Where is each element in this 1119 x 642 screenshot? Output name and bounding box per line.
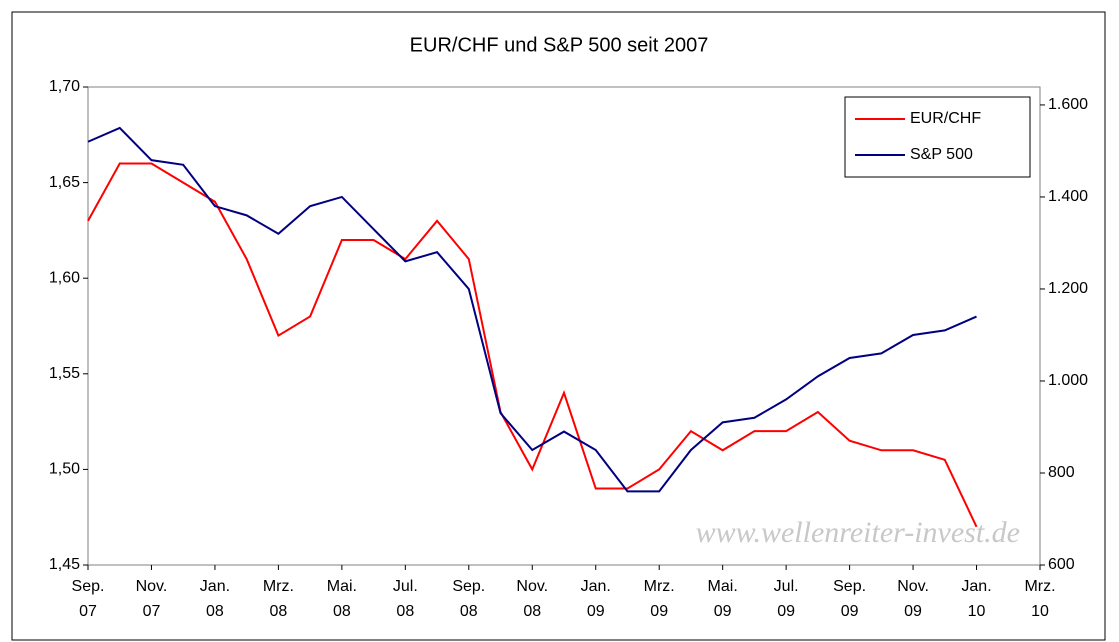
x-tick-label: 09	[777, 603, 795, 620]
y-tick-label: 1,50	[49, 461, 80, 478]
y2-tick-label: 1.000	[1048, 372, 1088, 389]
chart-title: EUR/CHF und S&P 500 seit 2007	[410, 34, 709, 56]
x-tick-label: 08	[396, 603, 414, 620]
x-tick-label: 09	[714, 603, 732, 620]
x-tick-label: Mrz.	[644, 578, 675, 595]
y-tick-label: 1,70	[49, 78, 80, 95]
x-tick-label: 08	[333, 603, 351, 620]
legend-label: S&P 500	[910, 146, 973, 163]
x-tick-label: Sep.	[833, 578, 866, 595]
watermark: www.wellenreiter-invest.de	[696, 516, 1020, 549]
x-tick-label: 09	[841, 603, 859, 620]
y2-tick-label: 1.200	[1048, 280, 1088, 297]
x-tick-label: Nov.	[897, 578, 929, 595]
x-tick-label: 08	[270, 603, 288, 620]
x-tick-label: 07	[79, 603, 97, 620]
y-tick-label: 1,55	[49, 365, 80, 382]
x-tick-label: Sep.	[72, 578, 105, 595]
x-tick-label: Mrz.	[1024, 578, 1055, 595]
x-tick-label: Jan.	[961, 578, 991, 595]
x-tick-label: Jul.	[774, 578, 799, 595]
x-tick-label: 09	[587, 603, 605, 620]
legend-label: EUR/CHF	[910, 110, 981, 127]
line-series	[87, 162, 978, 528]
y-tick-label: 1,45	[49, 556, 80, 573]
y2-tick-label: 600	[1048, 556, 1075, 573]
x-tick-label: 10	[968, 603, 986, 620]
x-tick-label: Nov.	[516, 578, 548, 595]
x-tick-label: Mai.	[708, 578, 738, 595]
x-tick-label: 09	[904, 603, 922, 620]
x-tick-label: Jul.	[393, 578, 418, 595]
x-tick-label: Mai.	[327, 578, 357, 595]
x-tick-label: 08	[523, 603, 541, 620]
x-tick-label: Jan.	[581, 578, 611, 595]
x-tick-label: 07	[143, 603, 161, 620]
y-tick-label: 1,60	[49, 269, 80, 286]
x-tick-label: 09	[650, 603, 668, 620]
x-tick-label: 08	[206, 603, 224, 620]
y-tick-label: 1,65	[49, 174, 80, 191]
x-tick-label: 08	[460, 603, 478, 620]
legend-box	[844, 96, 1031, 178]
y2-tick-label: 1.400	[1048, 188, 1088, 205]
x-tick-label: Mrz.	[263, 578, 294, 595]
x-tick-label: 10	[1031, 603, 1049, 620]
y2-tick-label: 800	[1048, 464, 1075, 481]
x-tick-label: Sep.	[452, 578, 485, 595]
line-series	[87, 126, 977, 493]
x-tick-label: Jan.	[200, 578, 230, 595]
y2-tick-label: 1.600	[1048, 96, 1088, 113]
x-tick-label: Nov.	[136, 578, 168, 595]
